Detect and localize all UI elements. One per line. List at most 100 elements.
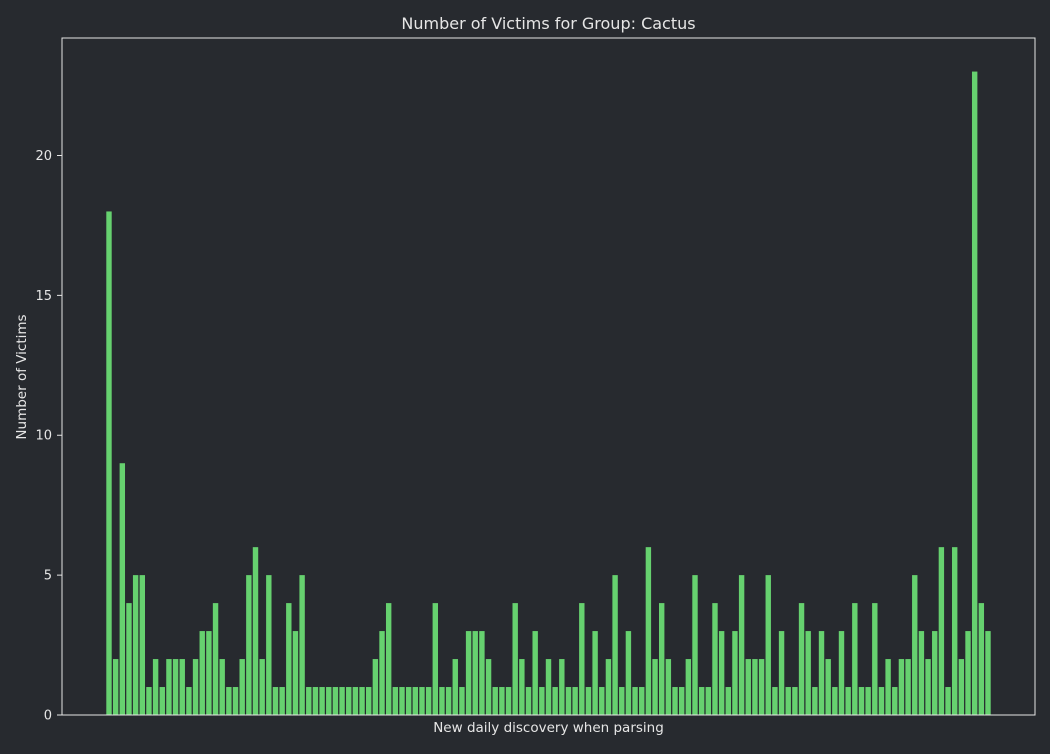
bar <box>619 687 625 715</box>
bar <box>139 575 145 715</box>
bar <box>692 575 698 715</box>
bar <box>439 687 445 715</box>
bar <box>725 687 731 715</box>
bar <box>732 631 738 715</box>
bar <box>885 659 891 715</box>
bar <box>419 687 425 715</box>
y-axis-label: Number of Victims <box>14 314 30 439</box>
bar <box>306 687 312 715</box>
bar <box>239 659 245 715</box>
bar <box>938 547 945 715</box>
bar <box>778 631 785 715</box>
bar <box>472 631 478 715</box>
bar <box>685 659 692 715</box>
bar <box>312 687 319 715</box>
bar <box>612 575 618 715</box>
bar <box>632 687 638 715</box>
bar <box>665 659 672 715</box>
bar <box>718 631 725 715</box>
bar <box>698 687 705 715</box>
bar <box>865 687 871 715</box>
y-tick-label: 15 <box>35 289 52 304</box>
bar <box>599 687 605 715</box>
bar <box>405 687 412 715</box>
bar <box>359 687 365 715</box>
bar <box>925 659 931 715</box>
bar <box>559 659 565 715</box>
y-tick-label: 10 <box>35 429 52 444</box>
bar <box>958 659 965 715</box>
bar <box>652 659 658 715</box>
bar <box>126 603 132 715</box>
bar <box>286 603 292 715</box>
bar <box>738 575 745 715</box>
bar <box>552 687 558 715</box>
bar <box>352 687 359 715</box>
bar <box>705 687 712 715</box>
bar <box>166 659 172 715</box>
bars-group <box>106 71 991 715</box>
bar <box>146 687 152 715</box>
bar <box>858 687 865 715</box>
bar <box>912 575 918 715</box>
bar <box>978 603 985 715</box>
bar <box>898 659 905 715</box>
bar <box>452 659 458 715</box>
bar <box>206 631 212 715</box>
bar <box>259 659 265 715</box>
bar <box>505 687 512 715</box>
bar <box>219 659 225 715</box>
bar <box>366 687 372 715</box>
bar <box>226 687 232 715</box>
bar <box>346 687 352 715</box>
bar <box>745 659 751 715</box>
axes-frame <box>61 37 1036 716</box>
bar <box>186 687 192 715</box>
bar <box>932 631 938 715</box>
bar <box>625 631 632 715</box>
bar <box>179 659 185 715</box>
bar <box>152 659 159 715</box>
bar <box>112 659 119 715</box>
bar <box>892 687 898 715</box>
bar <box>798 603 805 715</box>
bar <box>266 575 272 715</box>
bar <box>499 687 505 715</box>
bar <box>639 687 645 715</box>
bar <box>299 575 305 715</box>
bar <box>385 603 392 715</box>
y-axis-ticks: 0 5 10 15 20 <box>35 149 62 724</box>
bar <box>399 687 405 715</box>
bar <box>952 547 958 715</box>
bar <box>445 687 452 715</box>
bar <box>565 687 572 715</box>
bar <box>818 631 825 715</box>
bar <box>805 631 811 715</box>
bar <box>279 687 285 715</box>
bar <box>945 687 951 715</box>
bar <box>119 463 126 715</box>
bar <box>765 575 771 715</box>
bar <box>832 687 838 715</box>
bar <box>965 631 971 715</box>
y-tick-label: 5 <box>44 569 52 584</box>
bar <box>758 659 765 715</box>
bar <box>132 575 139 715</box>
bar <box>459 687 465 715</box>
bar <box>785 687 791 715</box>
x-axis-label: New daily discovery when parsing <box>433 720 664 736</box>
bar <box>172 659 179 715</box>
bar <box>192 659 199 715</box>
bar <box>539 687 545 715</box>
bar <box>545 659 552 715</box>
bar <box>519 659 525 715</box>
bar <box>159 687 165 715</box>
bar <box>425 687 432 715</box>
bar <box>525 687 532 715</box>
y-tick-label: 20 <box>35 149 52 164</box>
bar <box>512 603 518 715</box>
bar <box>645 547 652 715</box>
bar <box>372 659 379 715</box>
bar <box>659 603 665 715</box>
bar <box>712 603 718 715</box>
